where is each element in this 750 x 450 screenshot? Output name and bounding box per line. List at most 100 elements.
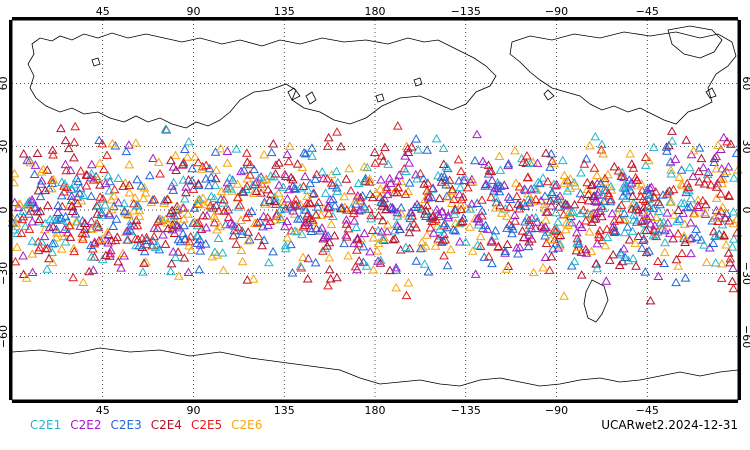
- observation-marker: [724, 215, 735, 225]
- observation-marker: [401, 166, 411, 176]
- observation-marker: [483, 181, 494, 191]
- observation-marker: [289, 199, 300, 209]
- observation-marker: [520, 201, 531, 210]
- observation-marker: [711, 193, 722, 202]
- observation-marker: [505, 194, 516, 203]
- observation-marker: [713, 210, 724, 220]
- observation-marker: [569, 199, 580, 209]
- observation-marker: [68, 272, 79, 282]
- observation-marker: [522, 151, 532, 160]
- observation-marker: [391, 282, 402, 292]
- observation-marker: [10, 256, 21, 266]
- observation-marker: [623, 255, 634, 265]
- observation-marker: [475, 241, 486, 251]
- observation-marker: [66, 191, 77, 200]
- observation-marker: [352, 233, 363, 242]
- observation-marker: [320, 188, 331, 197]
- legend: C2E1 C2E2 C2E3 C2E4 C2E5 C2E6: [30, 418, 262, 432]
- observation-marker: [609, 161, 620, 171]
- observation-marker: [387, 204, 397, 213]
- observation-marker: [67, 206, 78, 216]
- observation-marker: [155, 169, 165, 178]
- observation-marker: [311, 169, 322, 179]
- observation-marker: [504, 219, 515, 229]
- observation-marker: [507, 228, 517, 238]
- observation-marker: [390, 185, 401, 194]
- observation-marker: [430, 241, 441, 250]
- observation-marker: [555, 239, 565, 248]
- observation-marker: [486, 192, 497, 201]
- observation-marker: [253, 173, 264, 182]
- observation-marker: [441, 161, 452, 171]
- observation-marker: [69, 179, 79, 189]
- observation-marker: [659, 258, 669, 268]
- observation-marker: [664, 228, 675, 237]
- observation-marker: [390, 233, 400, 243]
- observation-marker: [486, 237, 497, 246]
- lon-tick-label-top: 135: [274, 5, 295, 18]
- observation-marker: [583, 195, 594, 205]
- observation-marker: [592, 263, 603, 273]
- observation-marker: [559, 178, 570, 187]
- observation-marker: [490, 225, 501, 235]
- observation-marker: [328, 194, 338, 203]
- observation-marker: [119, 206, 130, 216]
- observation-marker: [591, 208, 602, 217]
- observation-marker: [189, 203, 200, 212]
- observation-marker: [354, 205, 365, 215]
- observation-marker: [104, 185, 115, 195]
- observation-marker: [302, 198, 312, 208]
- observation-marker: [282, 233, 293, 242]
- observation-marker: [419, 179, 430, 188]
- observation-marker: [195, 234, 205, 244]
- observation-marker: [56, 123, 66, 133]
- observation-marker: [477, 210, 487, 220]
- observation-marker: [477, 206, 488, 215]
- observation-marker: [95, 158, 105, 167]
- observation-marker: [89, 237, 100, 246]
- observation-marker: [332, 272, 342, 282]
- observation-marker: [412, 174, 422, 183]
- observation-marker: [349, 238, 359, 248]
- observation-marker: [322, 173, 333, 183]
- observation-marker: [680, 273, 691, 282]
- observation-marker: [593, 229, 604, 239]
- observation-marker: [404, 211, 414, 221]
- observation-marker: [183, 136, 194, 146]
- observation-marker: [298, 221, 309, 231]
- observation-marker: [322, 241, 333, 250]
- observation-marker: [520, 216, 530, 226]
- observation-marker: [508, 224, 518, 233]
- observation-marker: [561, 218, 572, 227]
- observation-marker: [712, 178, 723, 188]
- observation-marker: [280, 243, 291, 253]
- lon-tick-label-top: 90: [187, 5, 201, 18]
- observation-marker: [293, 214, 303, 223]
- observation-marker: [450, 205, 461, 215]
- observation-marker: [487, 175, 497, 184]
- observation-marker: [271, 160, 281, 169]
- observation-marker: [61, 165, 72, 175]
- observation-marker: [122, 235, 132, 244]
- observation-marker: [494, 151, 505, 161]
- observation-marker: [545, 234, 556, 244]
- lat-tick-label-left: 30: [0, 140, 10, 154]
- observation-marker: [524, 215, 534, 224]
- observation-marker: [595, 206, 606, 215]
- observation-marker: [438, 236, 449, 245]
- observation-marker: [168, 177, 179, 187]
- observation-marker: [255, 217, 265, 226]
- observation-marker: [125, 220, 136, 230]
- observation-marker: [668, 233, 678, 243]
- observation-marker: [542, 176, 553, 186]
- observation-marker: [381, 182, 392, 191]
- observation-marker: [178, 228, 188, 238]
- observation-marker: [549, 225, 560, 234]
- observation-marker: [358, 241, 369, 251]
- observation-marker: [130, 233, 141, 243]
- observation-marker: [297, 229, 307, 239]
- observation-marker: [27, 194, 37, 204]
- observation-marker: [232, 192, 243, 202]
- observation-marker: [186, 245, 197, 255]
- map-graticule: [12, 20, 738, 400]
